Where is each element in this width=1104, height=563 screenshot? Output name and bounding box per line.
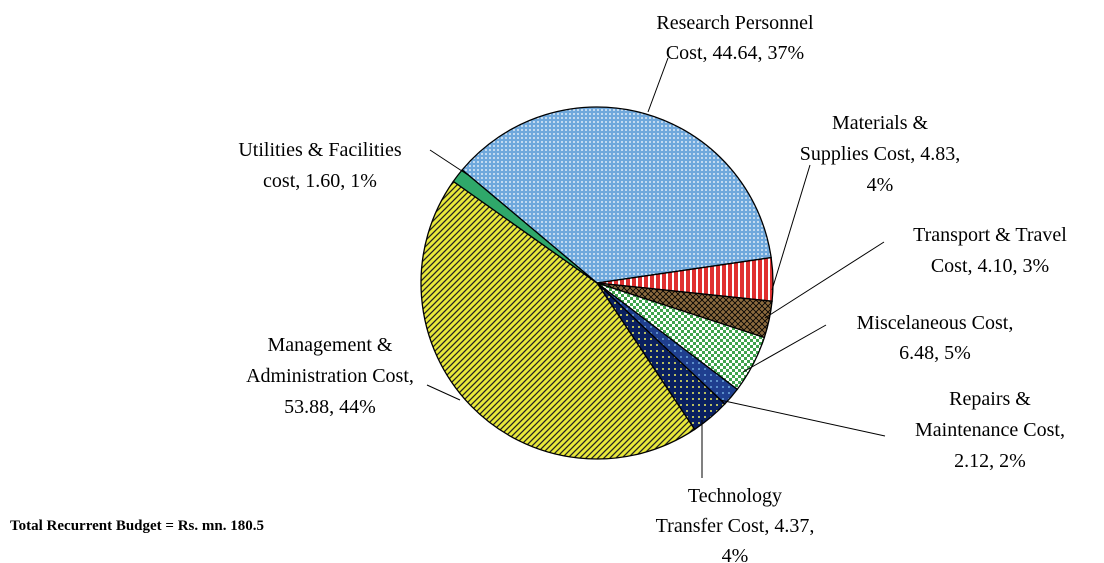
pie-slice xyxy=(420,180,696,460)
data-label-line: Materials & xyxy=(832,112,929,134)
data-label: Technology Transfer Cost, 4.37, 4% xyxy=(656,485,815,563)
leader-line xyxy=(719,399,886,437)
data-label-line: 4% xyxy=(722,545,749,563)
data-label: Materials & Supplies Cost, 4.83, 4% xyxy=(800,112,961,196)
data-label-line: Cost, 44.64, 37% xyxy=(666,42,804,64)
data-label-line: Transport & Travel xyxy=(913,224,1067,246)
leader-line xyxy=(771,164,811,291)
leader-line xyxy=(426,384,461,401)
data-label-line: Repairs & xyxy=(949,388,1031,410)
data-label-line: Utilities & Facilities xyxy=(238,139,402,161)
data-label-line: cost, 1.60, 1% xyxy=(263,170,377,192)
data-label: Transport & Travel Cost, 4.10, 3% xyxy=(913,224,1067,277)
data-label: Repairs & Maintenance Cost, 2.12, 2% xyxy=(915,388,1065,472)
data-label-line: Technology xyxy=(688,485,782,507)
data-label-line: 53.88, 44% xyxy=(284,396,376,418)
data-label: Miscelaneous Cost, 6.48, 5% xyxy=(857,312,1014,364)
data-label: Utilities & Facilities cost, 1.60, 1% xyxy=(238,139,402,192)
annotation: Total Recurrent Budget = Rs. mn. 180.5 xyxy=(10,518,264,534)
leader-line xyxy=(764,241,885,319)
pie-slice xyxy=(461,106,772,284)
data-label-line: 2.12, 2% xyxy=(954,450,1026,472)
data-label-line: Miscelaneous Cost, xyxy=(857,312,1014,334)
data-label: Management & Administration Cost, 53.88, 4… xyxy=(246,334,414,418)
leader-line xyxy=(647,57,669,113)
data-label-line: Cost, 4.10, 3% xyxy=(931,255,1049,277)
data-label-line: Administration Cost, xyxy=(246,365,414,387)
pie-slice xyxy=(452,168,598,284)
leader-line xyxy=(429,149,469,176)
data-label-line: Management & xyxy=(268,334,393,356)
data-label-line: 6.48, 5% xyxy=(899,342,971,364)
leader-line xyxy=(742,324,827,373)
data-label-line: Maintenance Cost, xyxy=(915,419,1065,441)
data-label-line: Supplies Cost, 4.83, xyxy=(800,143,961,165)
data-label: Research Personnel Cost, 44.64, 37% xyxy=(656,12,814,64)
data-label-line: Research Personnel xyxy=(656,12,814,34)
data-label-line: 4% xyxy=(867,174,894,196)
data-label-line: Transfer Cost, 4.37, xyxy=(656,515,815,537)
